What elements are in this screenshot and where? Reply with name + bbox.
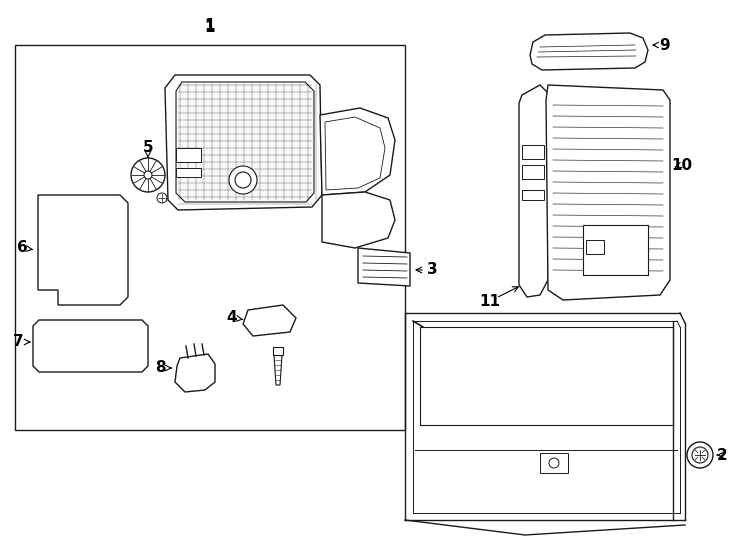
Text: 6: 6 bbox=[17, 240, 27, 255]
Circle shape bbox=[549, 458, 559, 468]
Text: 7: 7 bbox=[12, 334, 23, 349]
Polygon shape bbox=[274, 355, 282, 385]
Text: 10: 10 bbox=[672, 158, 693, 172]
Text: 8: 8 bbox=[155, 361, 165, 375]
Circle shape bbox=[157, 193, 167, 203]
Circle shape bbox=[692, 447, 708, 463]
Text: 1: 1 bbox=[205, 17, 215, 32]
Bar bbox=[540, 453, 568, 473]
Text: 9: 9 bbox=[660, 37, 670, 52]
Text: 11: 11 bbox=[479, 294, 501, 309]
Polygon shape bbox=[322, 192, 395, 248]
Circle shape bbox=[229, 166, 257, 194]
Polygon shape bbox=[320, 108, 395, 195]
Circle shape bbox=[687, 442, 713, 468]
Bar bbox=[176, 168, 201, 177]
Text: 1: 1 bbox=[205, 21, 215, 36]
Polygon shape bbox=[530, 33, 648, 70]
Text: 2: 2 bbox=[716, 448, 727, 462]
Polygon shape bbox=[33, 320, 148, 372]
Bar bbox=[586, 240, 604, 254]
Polygon shape bbox=[38, 195, 128, 305]
Polygon shape bbox=[176, 82, 314, 202]
Circle shape bbox=[131, 158, 165, 192]
Polygon shape bbox=[546, 85, 670, 300]
Polygon shape bbox=[165, 75, 322, 210]
Polygon shape bbox=[519, 85, 548, 297]
Polygon shape bbox=[175, 354, 215, 392]
Text: 4: 4 bbox=[227, 310, 237, 326]
Polygon shape bbox=[243, 305, 296, 336]
Text: 3: 3 bbox=[426, 262, 437, 278]
Bar bbox=[273, 347, 283, 355]
Bar bbox=[583, 225, 648, 275]
Bar bbox=[522, 190, 544, 200]
Bar bbox=[522, 165, 544, 179]
Bar bbox=[176, 148, 201, 162]
Bar bbox=[522, 145, 544, 159]
Polygon shape bbox=[358, 248, 410, 286]
Circle shape bbox=[144, 171, 152, 179]
Polygon shape bbox=[325, 117, 385, 190]
Bar bbox=[15, 45, 405, 430]
Text: 5: 5 bbox=[142, 140, 153, 156]
Circle shape bbox=[235, 172, 251, 188]
